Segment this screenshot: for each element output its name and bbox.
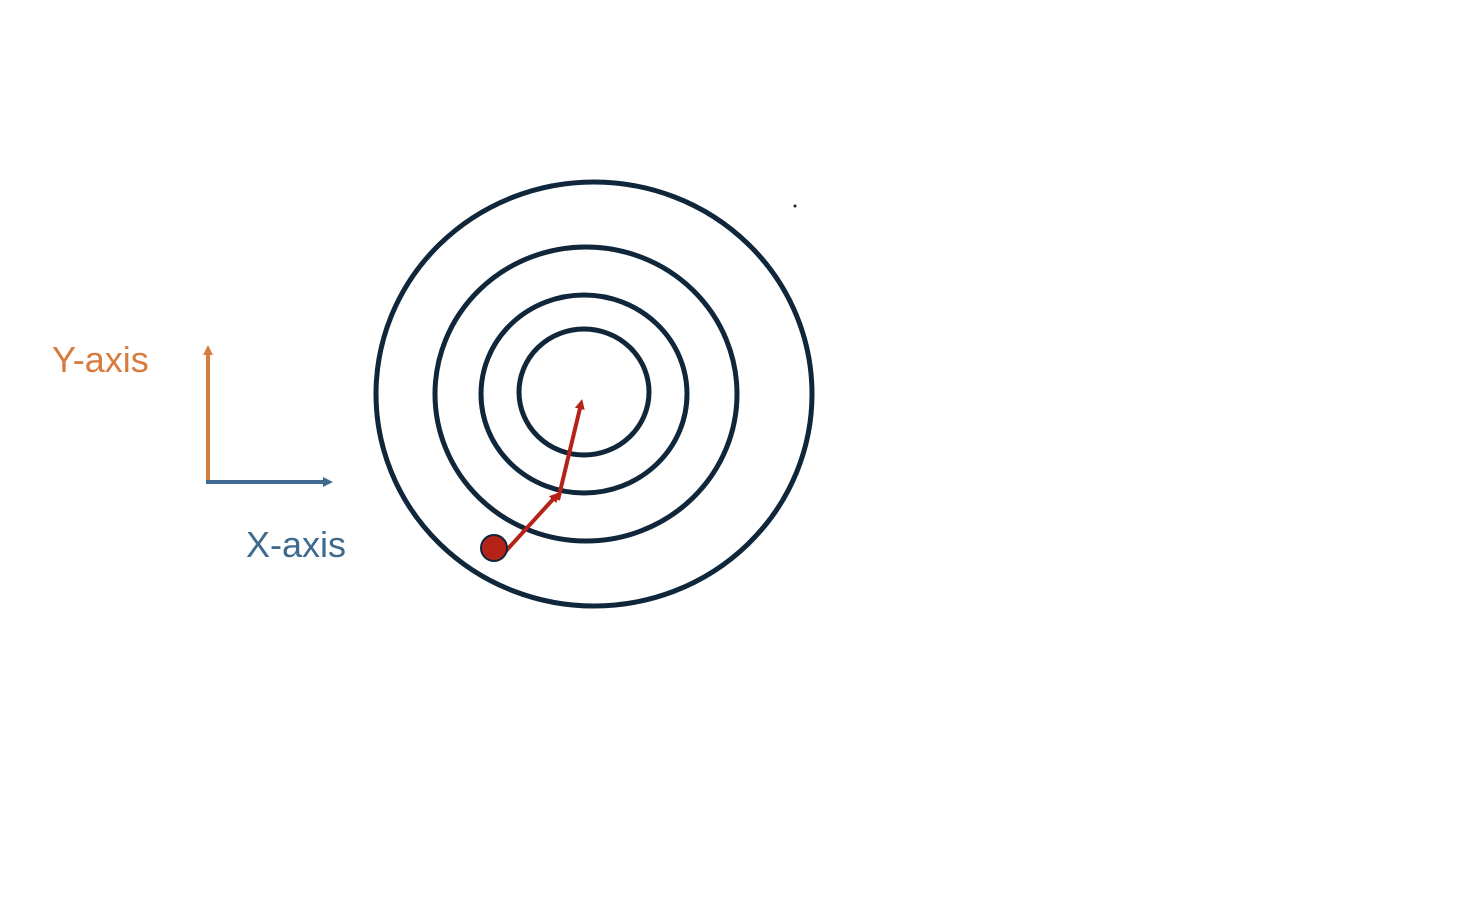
x-axis-label: X-axis <box>246 524 346 565</box>
stray-dot <box>793 204 797 208</box>
axes-indicator: Y-axis X-axis <box>52 339 346 565</box>
contour-ring-outer <box>373 179 815 609</box>
start-point-dot <box>480 534 508 562</box>
y-axis-label: Y-axis <box>52 339 149 380</box>
contour-ring-third <box>432 244 740 544</box>
descent-step-2-arrow <box>556 399 585 501</box>
contour-rings <box>373 179 815 609</box>
descent-step-1-arrow <box>503 492 560 554</box>
descent-path <box>480 399 585 562</box>
contour-ring-second <box>478 292 690 496</box>
contour-ring-inner <box>516 326 652 458</box>
